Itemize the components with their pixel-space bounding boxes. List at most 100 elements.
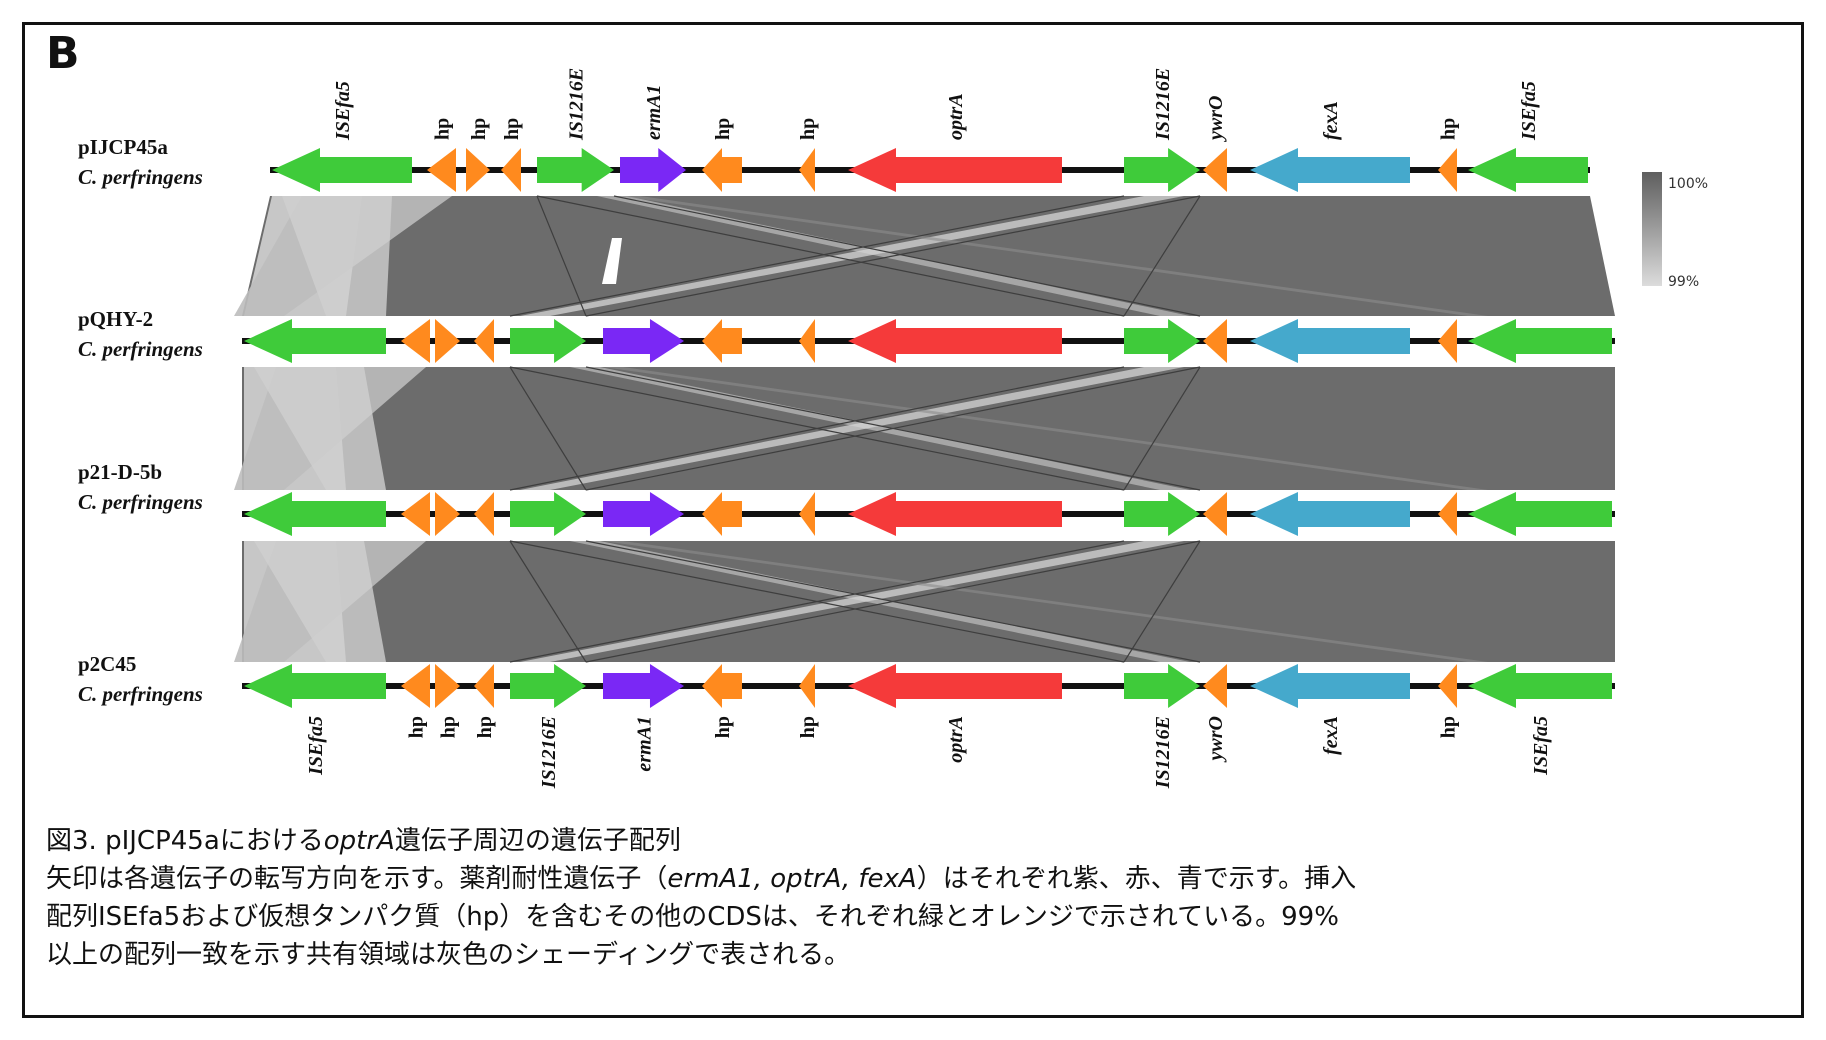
top-gene-label: ywrO bbox=[1205, 96, 1227, 142]
homology-crossing bbox=[520, 541, 1184, 662]
bottom-gene-label: ISEfa5 bbox=[305, 716, 327, 776]
gene-arrow-hp-6 bbox=[1438, 148, 1457, 192]
homology-edge bbox=[585, 366, 1201, 491]
gene-arrow-isefa5-left bbox=[272, 148, 412, 192]
gene-arrow-fexa bbox=[1250, 319, 1410, 363]
gene-arrow-hp-6 bbox=[1438, 492, 1457, 536]
caption-title-gene: optrA bbox=[323, 826, 395, 856]
homology-band bbox=[242, 367, 1615, 490]
homology-edge bbox=[1123, 366, 1201, 491]
gene-arrow-optra bbox=[848, 319, 1062, 363]
gene-arrow-optra bbox=[848, 148, 1062, 192]
top-gene-label: hp bbox=[501, 118, 523, 140]
top-gene-label: fexA bbox=[1320, 101, 1342, 140]
gene-arrow-hp-2 bbox=[435, 492, 460, 536]
identity-scale-max: 100% bbox=[1668, 176, 1708, 192]
homology-inversion bbox=[282, 196, 392, 316]
homology-edge bbox=[536, 195, 587, 317]
homology-shading bbox=[234, 195, 1615, 663]
gene-arrow-hp-3 bbox=[474, 664, 494, 708]
homology-edge bbox=[509, 366, 1125, 491]
caption-line-3: 配列ISEfa5および仮想タンパク質（hp）を含むその他のCDSは、それぞれ緑と… bbox=[46, 902, 1339, 932]
track-name: p21-D-5b bbox=[78, 460, 162, 484]
gene-arrow-hp-1 bbox=[401, 492, 430, 536]
gene-arrow-hp-5 bbox=[799, 492, 815, 536]
gene-arrow-is1216e-right bbox=[1124, 492, 1200, 536]
bottom-gene-label: hp bbox=[438, 716, 460, 738]
gene-arrow-hp-2 bbox=[466, 148, 490, 192]
track-species: C. perfringens bbox=[78, 682, 203, 706]
labels: pIJCP45a C. perfringens pQHY-2 C. perfringe… bbox=[78, 68, 1552, 790]
gene-arrow-erma1 bbox=[620, 148, 686, 192]
gene-arrow-ywro bbox=[1203, 148, 1227, 192]
homology-edge bbox=[613, 195, 1201, 317]
homology-crossing bbox=[603, 367, 1488, 490]
gene-arrows bbox=[244, 148, 1612, 708]
bottom-gene-label: ermA1 bbox=[634, 716, 656, 772]
gene-arrow-hp-5 bbox=[799, 319, 815, 363]
gene-arrow-hp-1 bbox=[401, 319, 430, 363]
homology-band bbox=[242, 196, 1615, 316]
gene-arrow-isefa5-left bbox=[244, 664, 386, 708]
panel-label: B bbox=[46, 28, 80, 79]
bottom-gene-label: hp bbox=[406, 716, 428, 738]
gene-arrow-is1216e-right bbox=[1124, 148, 1200, 192]
homology-band bbox=[242, 541, 1615, 662]
bottom-gene-label: hp bbox=[1438, 716, 1460, 738]
gene-arrow-hp-3 bbox=[474, 492, 494, 536]
homology-inversion bbox=[254, 541, 386, 662]
gene-arrow-erma1 bbox=[603, 664, 684, 708]
gene-arrow-hp-6 bbox=[1438, 664, 1457, 708]
identity-scale-bar bbox=[1642, 172, 1662, 286]
gene-arrow-hp-5 bbox=[799, 148, 815, 192]
bottom-gene-label: hp bbox=[712, 716, 734, 738]
figure-caption: 図3. pIJCP45aにおけるoptrA遺伝子周辺の遺伝子配列 矢印は各遺伝子… bbox=[46, 822, 1786, 974]
top-gene-label: hp bbox=[1438, 118, 1460, 140]
homology-crossing bbox=[603, 541, 1488, 662]
homology-edge bbox=[509, 366, 587, 491]
track-name: pQHY-2 bbox=[78, 307, 153, 331]
homology-edge bbox=[1123, 540, 1201, 663]
homology-inversion bbox=[254, 367, 386, 490]
gene-arrow-erma1 bbox=[603, 319, 684, 363]
gene-arrow-hp-6 bbox=[1438, 319, 1457, 363]
gene-arrow-is1216e-left bbox=[537, 148, 614, 192]
track-species: C. perfringens bbox=[78, 337, 203, 361]
bottom-gene-label: optrA bbox=[945, 716, 967, 763]
bottom-gene-label: hp bbox=[797, 716, 819, 738]
homology-edge bbox=[585, 540, 1201, 663]
top-gene-label: IS1216E bbox=[566, 68, 588, 141]
homology-edge bbox=[536, 195, 1125, 317]
gene-arrow-is1216e-left bbox=[510, 319, 586, 363]
top-gene-label: ermA1 bbox=[643, 84, 665, 140]
figure-frame bbox=[22, 22, 1804, 1018]
homology-crossing bbox=[520, 196, 1184, 316]
caption-line2-genes: ermA1, optrA, fexA bbox=[667, 864, 917, 894]
gene-arrow-isefa5-right bbox=[1468, 319, 1612, 363]
gene-arrow-ywro bbox=[1203, 664, 1227, 708]
homology-crossing bbox=[570, 541, 1190, 662]
homology-edge bbox=[585, 195, 1201, 317]
gene-arrow-fexa bbox=[1250, 492, 1410, 536]
top-gene-label: ISEfa5 bbox=[1518, 81, 1540, 141]
track-species: C. perfringens bbox=[78, 490, 203, 514]
bottom-gene-label: ywrO bbox=[1205, 716, 1227, 762]
homology-gap bbox=[602, 238, 622, 284]
homology-edge bbox=[509, 195, 1125, 317]
gene-arrow-hp-2 bbox=[435, 664, 460, 708]
gene-arrow-hp-1 bbox=[427, 148, 456, 192]
gene-arrow-is1216e-left bbox=[510, 664, 586, 708]
caption-line-4: 以上の配列一致を示す共有領域は灰色のシェーディングで表される。 bbox=[46, 940, 851, 970]
homology-crossing bbox=[620, 196, 1488, 316]
top-gene-label: IS1216E bbox=[1152, 68, 1174, 141]
gene-arrow-optra bbox=[848, 664, 1062, 708]
caption-line-1: 図3. pIJCP45aにおけるoptrA遺伝子周辺の遺伝子配列 bbox=[46, 822, 1786, 860]
gene-arrow-fexa bbox=[1250, 148, 1410, 192]
gene-arrow-hp-2 bbox=[435, 319, 460, 363]
caption-line2-suffix: ）はそれぞれ紫、赤、青で示す。挿入 bbox=[916, 864, 1357, 894]
gene-arrow-erma1 bbox=[603, 492, 684, 536]
caption-title-prefix: 図3. pIJCP45aにおける bbox=[46, 826, 324, 856]
homology-crossing bbox=[570, 367, 1190, 490]
gene-arrow-isefa5-right bbox=[1468, 664, 1612, 708]
